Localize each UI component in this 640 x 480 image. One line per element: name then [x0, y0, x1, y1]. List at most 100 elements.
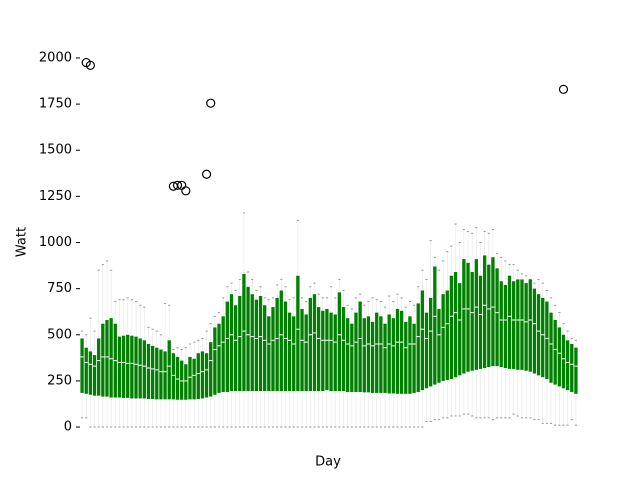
box — [254, 299, 259, 392]
box — [350, 323, 354, 392]
box — [375, 312, 379, 393]
box — [437, 308, 441, 383]
y-tick-label: 250 — [47, 373, 72, 388]
box — [536, 294, 541, 376]
box — [495, 268, 499, 367]
box — [466, 262, 470, 372]
box — [354, 312, 358, 392]
box — [138, 338, 142, 399]
box — [553, 320, 557, 385]
box — [296, 275, 300, 392]
flier — [85, 60, 95, 70]
box — [233, 305, 238, 392]
box — [470, 272, 474, 371]
box — [308, 297, 312, 392]
box — [429, 297, 433, 387]
box — [109, 318, 113, 398]
box — [117, 336, 122, 398]
box — [499, 281, 503, 368]
flier — [206, 98, 216, 108]
box — [130, 335, 134, 399]
box — [146, 344, 151, 399]
flier — [558, 84, 569, 94]
y-tick-label: 2000 — [39, 50, 72, 65]
box — [441, 294, 445, 381]
box — [292, 316, 296, 392]
box — [180, 360, 184, 400]
box — [267, 316, 271, 392]
box — [395, 308, 400, 394]
box — [341, 307, 346, 392]
box — [449, 275, 454, 380]
box — [275, 297, 279, 392]
box — [545, 301, 549, 380]
box — [458, 283, 462, 376]
box — [213, 327, 217, 395]
box — [163, 351, 167, 400]
x-axis-label: Day — [315, 455, 341, 470]
y-tick-label: 750 — [47, 281, 72, 296]
box — [209, 342, 213, 397]
box — [321, 310, 325, 392]
box — [532, 288, 537, 374]
box — [561, 334, 566, 389]
box — [312, 294, 317, 392]
box — [541, 297, 545, 378]
box — [200, 351, 205, 399]
box — [246, 286, 250, 392]
box — [528, 279, 532, 372]
box — [358, 301, 362, 392]
box — [167, 340, 171, 400]
box — [196, 353, 200, 399]
box — [258, 296, 263, 392]
box — [383, 323, 387, 393]
box — [362, 318, 366, 393]
box — [420, 290, 425, 391]
box — [387, 314, 391, 394]
box — [433, 266, 437, 385]
y-tick-label: 1250 — [39, 189, 72, 204]
box — [570, 344, 574, 392]
box — [574, 347, 578, 394]
box — [105, 320, 109, 397]
box — [503, 284, 508, 368]
box — [250, 294, 254, 392]
box — [150, 345, 155, 399]
box — [229, 294, 234, 392]
box — [97, 338, 101, 396]
y-tick-label: 500 — [47, 327, 72, 342]
box — [304, 314, 308, 392]
box — [549, 312, 553, 383]
box — [159, 349, 163, 400]
box — [134, 336, 138, 399]
box — [142, 340, 146, 399]
box — [487, 264, 491, 368]
flier — [172, 180, 183, 190]
box — [512, 281, 516, 369]
box — [316, 307, 321, 392]
box — [92, 355, 97, 396]
flier — [201, 169, 212, 179]
box — [84, 347, 88, 394]
box — [121, 335, 126, 398]
box — [445, 290, 449, 380]
box — [524, 283, 528, 371]
box — [520, 279, 524, 370]
flier — [181, 186, 191, 196]
box — [101, 323, 105, 397]
box — [416, 303, 420, 392]
box — [287, 312, 292, 392]
box — [188, 356, 192, 400]
box — [412, 323, 416, 393]
box — [271, 307, 275, 392]
box — [408, 316, 412, 394]
box — [366, 316, 371, 393]
box — [482, 255, 487, 368]
box — [337, 292, 342, 392]
box — [225, 301, 229, 392]
box — [453, 272, 458, 378]
box — [80, 338, 84, 393]
box — [462, 259, 466, 374]
box — [557, 327, 561, 387]
